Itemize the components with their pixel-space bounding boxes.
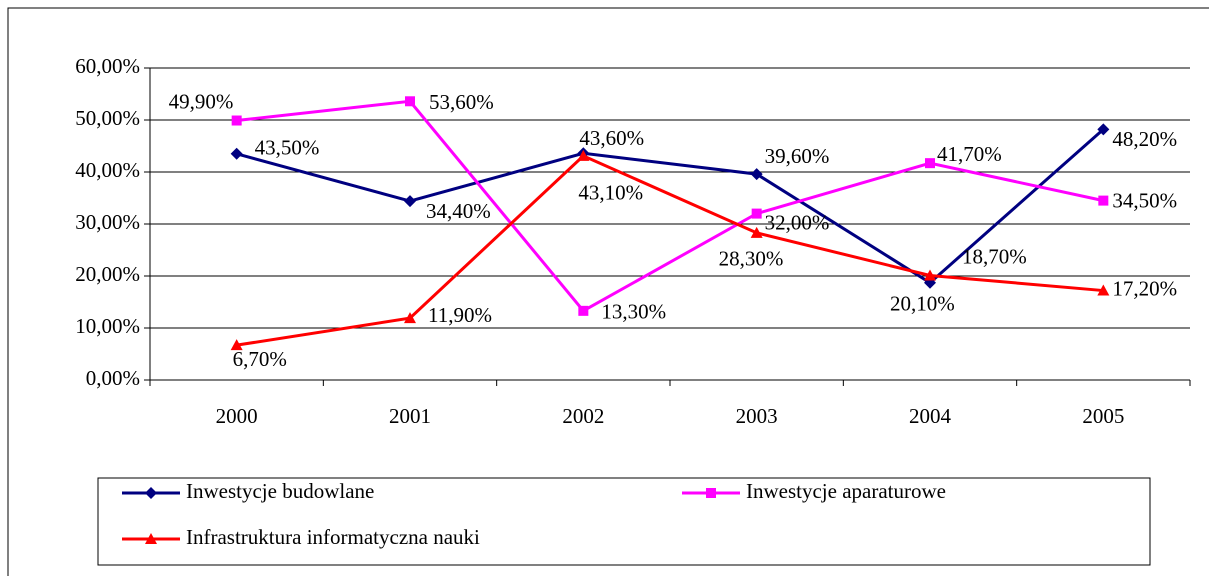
legend-label: Inwestycje budowlane [186,479,374,503]
data-label: 41,70% [937,142,1002,166]
marker [404,312,416,324]
marker [230,147,243,160]
marker [577,149,590,161]
marker [231,115,242,126]
data-label: 13,30% [601,300,666,324]
x-tick-label: 2004 [909,404,952,428]
data-label: 6,70% [233,347,287,371]
marker [750,226,763,238]
series-line [236,99,1104,313]
x-tick-label: 2002 [562,404,604,428]
x-tick-label: 2001 [389,404,431,428]
marker [145,487,157,499]
data-label: 43,10% [578,181,643,205]
y-tick-label: 30,00% [75,210,140,234]
marker [925,158,935,169]
data-label: 18,70% [962,245,1027,269]
y-tick-label: 20,00% [75,262,140,286]
data-label: 28,30% [719,247,784,271]
marker [751,208,762,219]
data-label: 49,90% [169,89,234,113]
data-label: 53,60% [429,90,494,114]
marker [405,96,415,107]
legend-label: Infrastruktura informatyczna nauki [186,525,480,549]
marker [404,195,416,208]
series-line [236,154,1104,347]
data-label: 17,20% [1112,276,1177,300]
marker [145,533,157,544]
y-tick-label: 60,00% [75,54,140,78]
legend-box [97,477,1151,566]
x-tick-label: 2005 [1082,404,1124,428]
marker [1097,123,1110,136]
marker [1097,284,1110,296]
data-label: 32,00% [765,210,830,234]
data-label: 43,50% [255,136,320,160]
data-label: 11,90% [428,303,492,327]
marker [706,488,716,498]
data-label: 48,20% [1112,127,1177,151]
marker [578,305,589,316]
y-tick-label: 40,00% [75,158,140,182]
data-label: 20,10% [890,291,955,315]
y-tick-label: 10,00% [75,314,140,338]
data-label: 43,60% [579,126,644,150]
marker [750,168,763,181]
y-tick-label: 50,00% [75,106,140,130]
data-label: 34,50% [1112,188,1177,212]
data-label: 34,40% [426,199,491,223]
x-tick-label: 2000 [216,404,258,428]
marker [924,269,936,281]
chart-border [7,7,1209,576]
legend-label: Inwestycje aparaturowe [746,479,946,503]
x-tick-label: 2003 [736,404,778,428]
marker [230,339,243,351]
marker [1098,195,1109,206]
data-label: 39,60% [765,144,830,168]
series-line [236,128,1105,285]
y-tick-label: 0,00% [86,366,140,390]
